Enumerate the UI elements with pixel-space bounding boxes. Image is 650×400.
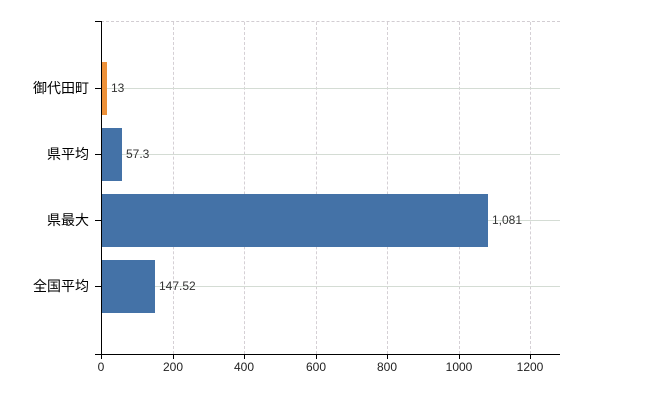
grid-line-horizontal <box>101 88 560 89</box>
y-tick-mark <box>95 286 101 287</box>
x-tick-mark <box>316 354 317 359</box>
grid-line-vertical <box>173 22 174 354</box>
plot-top-border <box>101 21 560 22</box>
y-tick-mark <box>95 88 101 89</box>
category-label: 御代田町 <box>33 80 89 96</box>
grid-line-vertical <box>316 22 317 354</box>
bar <box>102 62 107 115</box>
x-axis-line <box>95 354 560 355</box>
grid-line-horizontal <box>101 286 560 287</box>
y-tick-mark <box>95 220 101 221</box>
x-tick-label: 200 <box>162 360 184 374</box>
bar <box>102 194 488 247</box>
category-label: 全国平均 <box>33 278 89 294</box>
value-label: 13 <box>111 81 125 95</box>
value-label: 57.3 <box>126 147 150 161</box>
x-tick-label: 800 <box>376 360 398 374</box>
bar <box>102 128 122 181</box>
x-tick-label: 400 <box>233 360 255 374</box>
value-label: 1,081 <box>492 213 523 227</box>
category-label: 県最大 <box>47 212 89 228</box>
x-tick-mark <box>459 354 460 359</box>
y-axis-line <box>101 21 102 354</box>
x-tick-mark <box>101 354 102 359</box>
bar <box>102 260 155 313</box>
value-label: 147.52 <box>159 279 196 293</box>
x-tick-mark <box>530 354 531 359</box>
x-tick-label: 1000 <box>445 360 473 374</box>
x-tick-label: 600 <box>305 360 327 374</box>
grid-line-horizontal <box>101 154 560 155</box>
y-tick-mark <box>95 154 101 155</box>
x-tick-mark <box>173 354 174 359</box>
grid-line-vertical <box>530 22 531 354</box>
x-tick-mark <box>244 354 245 359</box>
category-label: 県平均 <box>47 146 89 162</box>
y-axis-top-tick <box>95 21 101 22</box>
x-tick-label: 1200 <box>516 360 544 374</box>
x-tick-label: 0 <box>97 360 105 374</box>
grid-line-vertical <box>244 22 245 354</box>
grid-line-vertical <box>459 22 460 354</box>
grid-line-vertical <box>387 22 388 354</box>
x-tick-mark <box>387 354 388 359</box>
